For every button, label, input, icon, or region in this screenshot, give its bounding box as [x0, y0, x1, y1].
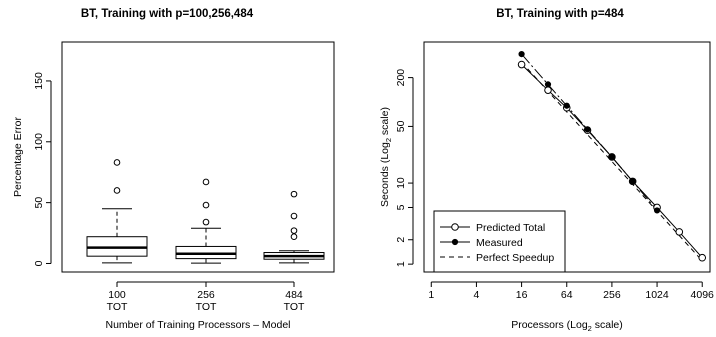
- left-chart-title: BT, Training with p=100,256,484: [81, 8, 254, 20]
- left-y-axis-label: Percentage Error: [12, 117, 24, 197]
- predicted-total-point: [698, 253, 707, 262]
- predicted-total-point: [544, 86, 552, 94]
- right-y-axis-label-end: scale): [379, 107, 391, 138]
- box-outlier: [290, 233, 298, 241]
- right-x-axis-label-main: Processors (Log: [511, 319, 588, 331]
- right-y-tick-label: 50: [395, 120, 407, 132]
- legend-swatch-marker: [451, 223, 459, 231]
- right-legend: Predicted Total Measured Perfect Speedup: [433, 210, 566, 273]
- box-outlier: [113, 187, 121, 194]
- left-x-tick-label: TOT: [107, 301, 128, 313]
- left-x-axis-label: Number of Training Processors – Model: [106, 319, 291, 331]
- left-y-tick-label: 50: [33, 197, 45, 209]
- right-series-group: [517, 51, 707, 262]
- measured-point: [518, 51, 525, 58]
- right-x-tick-label: 64: [561, 289, 573, 301]
- right-x-tick-label: 1: [428, 289, 434, 301]
- legend-swatch-marker: [451, 238, 459, 246]
- legend-label: Predicted Total: [476, 222, 545, 234]
- left-y-tick-label: 100: [33, 133, 45, 151]
- right-y-tick-label: 1: [395, 261, 407, 267]
- right-plot-frame: [423, 41, 711, 273]
- right-x-tick-label: 4: [474, 289, 480, 301]
- box-outlier: [202, 178, 210, 186]
- box-outlier: [202, 201, 210, 209]
- right-y-axis-label-sub: 2: [384, 138, 393, 142]
- box-outlier: [290, 227, 298, 234]
- right-x-tick-label: 16: [516, 289, 528, 301]
- right-x-tick-label: 256: [603, 289, 621, 301]
- box-outlier: [290, 190, 298, 198]
- right-chart-panel: BT, Training with p=484 1 2 5 10 50 200 1 4 16 6…: [379, 8, 714, 333]
- legend-label: Perfect Speedup: [476, 252, 554, 264]
- left-x-tick-label: TOT: [196, 301, 217, 313]
- right-x-axis-label: Processors (Log2 scale): [511, 319, 623, 333]
- measured-point: [563, 102, 570, 109]
- box-outlier: [113, 159, 121, 166]
- right-y-axis: 1 2 5 10 50 200: [395, 69, 414, 267]
- left-y-axis: 0 50 100 150: [33, 72, 52, 266]
- left-plot-frame: [61, 41, 335, 273]
- right-y-axis-label: Seconds (Log2 scale): [379, 107, 393, 207]
- left-chart-panel: BT, Training with p=100,256,484 0 50 100 15…: [12, 8, 335, 331]
- box-484: [263, 190, 325, 264]
- right-x-axis: 1 4 16 64 256 1024 4096: [428, 281, 715, 301]
- predicted-total-point: [517, 60, 526, 69]
- right-x-axis-label-end: scale): [592, 319, 623, 331]
- measured-point: [544, 81, 552, 88]
- right-y-axis-label-main: Seconds (Log: [379, 142, 391, 207]
- right-y-tick-label: 200: [395, 69, 407, 87]
- right-y-tick-label: 2: [395, 237, 407, 243]
- right-chart-title: BT, Training with p=484: [496, 8, 624, 20]
- right-x-tick-label: 4096: [691, 289, 715, 301]
- measured-point: [653, 207, 661, 214]
- legend-entry: Measured: [440, 237, 523, 249]
- left-x-tick-label: 484: [285, 289, 303, 301]
- box-outlier: [290, 212, 298, 220]
- measured-point: [584, 126, 591, 133]
- right-y-tick-label: 5: [395, 204, 407, 210]
- box-256: [175, 178, 237, 264]
- box-100: [86, 159, 148, 264]
- right-y-tick-label: 10: [395, 177, 407, 189]
- left-y-tick-label: 0: [33, 260, 45, 266]
- right-x-tick-label: 1024: [645, 289, 669, 301]
- measured-point: [629, 178, 636, 185]
- box-outlier: [202, 218, 210, 226]
- predicted-total-point: [675, 228, 684, 236]
- measured-point: [608, 153, 616, 161]
- left-y-tick-label: 150: [33, 72, 45, 90]
- left-x-tick-label: 256: [197, 289, 215, 301]
- right-x-axis-label-sub: 2: [588, 324, 592, 333]
- left-x-tick-label: TOT: [284, 301, 305, 313]
- left-box-group: [86, 159, 325, 264]
- legend-entry: Perfect Speedup: [440, 252, 554, 264]
- legend-label: Measured: [476, 237, 523, 249]
- legend-entry: Predicted Total: [440, 222, 545, 234]
- left-x-tick-label: 100: [108, 289, 126, 301]
